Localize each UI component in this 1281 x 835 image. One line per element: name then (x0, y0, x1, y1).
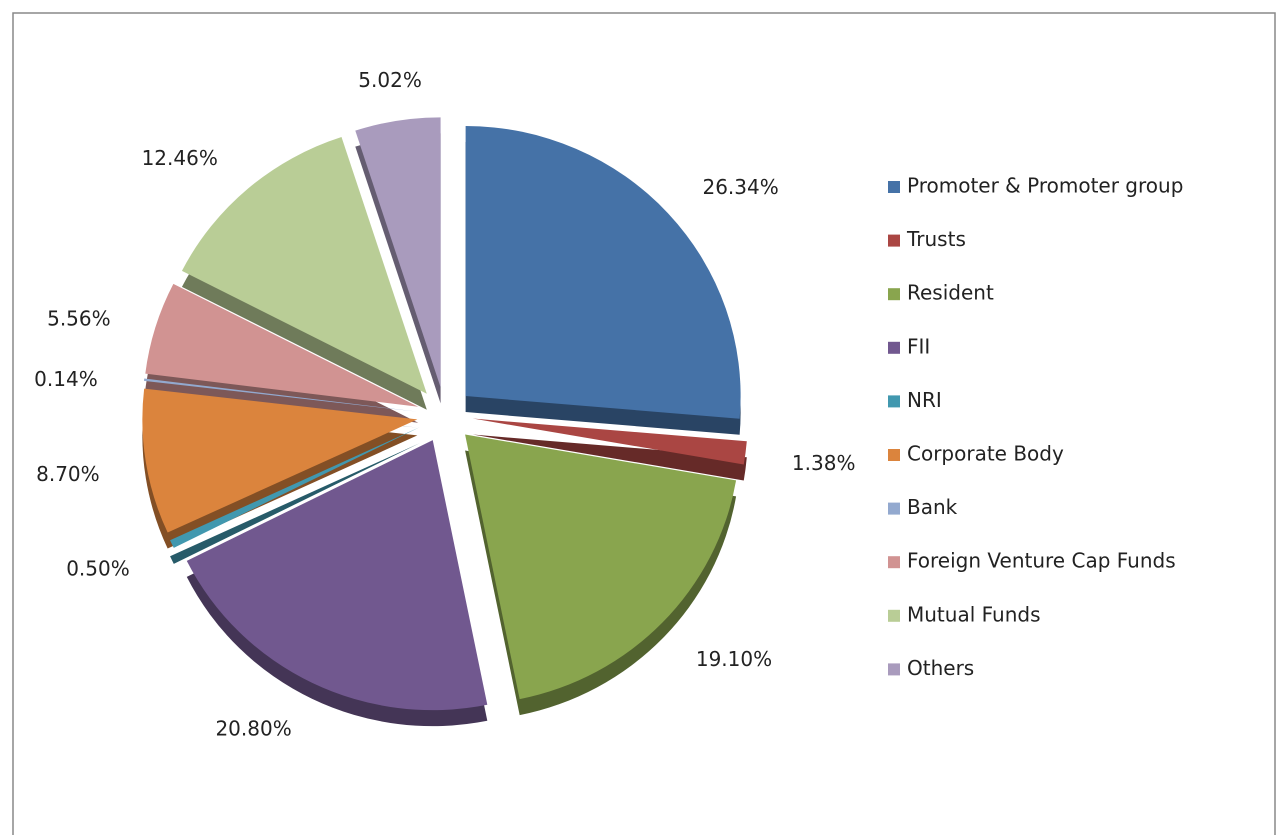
data-label: 12.46% (142, 146, 218, 170)
legend-label: Promoter & Promoter group (907, 174, 1183, 198)
slice-side (472, 434, 747, 481)
legend-label: Others (907, 656, 974, 680)
legend-swatch (888, 395, 900, 408)
legend-label: Mutual Funds (907, 602, 1041, 626)
slice (186, 440, 488, 711)
legend-label: Bank (907, 495, 958, 519)
legend-label: NRI (907, 388, 942, 412)
data-label: 5.02% (358, 68, 422, 92)
legend-swatch (888, 341, 900, 354)
legend-swatch (888, 556, 900, 569)
legend-label: Resident (907, 281, 994, 305)
legend-label: Foreign Venture Cap Funds (907, 549, 1176, 573)
data-label: 0.50% (66, 556, 130, 580)
data-label: 26.34% (702, 175, 778, 199)
legend-swatch (888, 234, 900, 247)
slice (142, 388, 418, 533)
data-label: 0.14% (34, 367, 98, 391)
legend-swatch (888, 502, 900, 515)
data-label: 20.80% (215, 717, 291, 741)
slice (472, 418, 747, 465)
data-label: 5.56% (47, 307, 111, 331)
legend-swatch (888, 288, 900, 301)
data-label: 19.10% (696, 647, 772, 671)
slice (465, 126, 741, 419)
slice (170, 427, 420, 548)
legend-swatch (888, 663, 900, 676)
legend-swatch (888, 449, 900, 461)
legend-label: Corporate Body (907, 442, 1064, 466)
slice-side (170, 443, 420, 564)
slice (143, 378, 418, 412)
data-label: 1.38% (792, 451, 856, 475)
legend-swatch (888, 609, 900, 622)
legend-swatch (888, 181, 900, 193)
slice (145, 283, 419, 407)
data-label: 8.70% (36, 462, 100, 486)
slice (181, 137, 427, 394)
legend-label: FII (907, 334, 930, 358)
legend-label: Trusts (906, 227, 966, 251)
slice (465, 434, 737, 700)
slice (355, 117, 441, 388)
